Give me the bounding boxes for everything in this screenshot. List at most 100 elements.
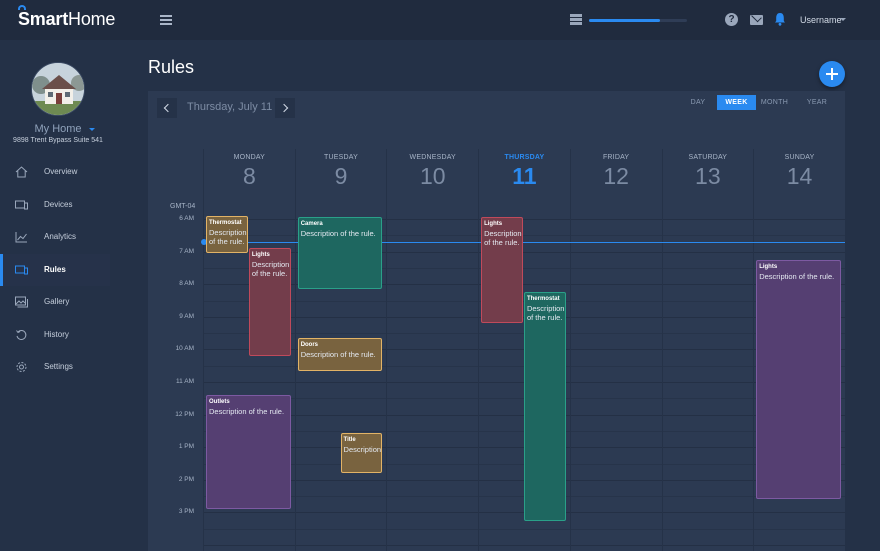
current-date: Thursday, July 11	[187, 101, 273, 113]
day-name: FRIDAY	[602, 154, 630, 161]
column-divider	[203, 201, 204, 551]
top-bar: SmartHome ? Username	[0, 0, 880, 40]
event-description: Description of the rule.	[251, 260, 290, 279]
rule-event-thermostat[interactable]: Thermostat Description of the rule.	[206, 215, 248, 254]
day-header-tuesday[interactable]: TUESDAY 9	[294, 149, 387, 201]
event-title: Outlets	[209, 399, 230, 406]
gallery-icon	[15, 296, 28, 308]
time-label: 7 AM	[179, 247, 194, 255]
timezone-label: GMT-04	[170, 203, 196, 210]
event-description: Description of the rule.	[209, 227, 247, 246]
day-number: 11	[512, 163, 537, 189]
progress-fill	[589, 19, 660, 22]
hamburger-menu-icon[interactable]	[160, 15, 172, 25]
devices-icon	[15, 200, 28, 209]
column-divider	[753, 201, 755, 551]
day-name: SUNDAY	[784, 154, 815, 161]
sidebar-item-label: Gallery	[44, 297, 70, 306]
tab-month[interactable]: MONTH	[760, 99, 789, 106]
time-label: 11 AM	[176, 378, 194, 385]
time-label: 12 PM	[175, 410, 194, 418]
home-icon	[15, 166, 28, 178]
sidebar-item-history[interactable]: History	[0, 319, 110, 352]
sidebar-item-analytics[interactable]: Analytics	[0, 221, 110, 254]
tab-week[interactable]: WEEK	[717, 95, 756, 110]
event-description: Description of the rule.	[484, 229, 522, 248]
next-button[interactable]	[275, 98, 295, 118]
grid-line	[203, 267, 845, 269]
day-header-monday[interactable]: MONDAY 8	[203, 149, 295, 201]
home-address: 9898 Trent Bypass Suite 541	[13, 137, 103, 144]
help-icon[interactable]: ?	[725, 13, 738, 26]
analytics-icon	[15, 232, 27, 243]
chevron-down-icon[interactable]	[89, 128, 95, 131]
day-name: TUESDAY	[324, 154, 358, 161]
day-name: THURSDAY	[504, 154, 545, 161]
grid-line	[203, 284, 845, 286]
grid-line	[203, 251, 845, 253]
event-description: Description of the rule.	[300, 229, 376, 239]
column-divider	[294, 201, 296, 551]
day-header-thursday[interactable]: THURSDAY 11	[478, 149, 570, 201]
mail-icon[interactable]	[750, 15, 763, 25]
gear-icon	[16, 362, 27, 372]
time-label: 1 PM	[178, 443, 194, 451]
time-label: 10 AM	[175, 345, 194, 353]
column-divider	[569, 201, 571, 551]
rule-event-camera[interactable]: Camera Description of the rule.	[297, 217, 383, 290]
avatar[interactable]	[31, 62, 85, 116]
week-grid: GMT-04 MONDAY 8 TUESDAY 9 WEDNESDAY 10 THURSDA…	[148, 149, 845, 551]
grid-line	[203, 545, 845, 546]
day-number: 14	[786, 163, 813, 189]
rule-event-doors[interactable]: Doors Description of the rule.	[297, 337, 383, 371]
time-label: 2 PM	[178, 475, 194, 483]
day-header-sunday[interactable]: SUNDAY 14	[753, 149, 845, 201]
sidebar-item-rules[interactable]: Rules	[0, 253, 110, 286]
calendar: Thursday, July 11 DAY WEEK MONTH YEAR GM…	[148, 91, 845, 551]
day-header-wednesday[interactable]: WEDNESDAY 10	[386, 149, 478, 201]
sidebar-item-gallery[interactable]: Gallery	[0, 286, 110, 319]
grid-line	[203, 528, 845, 530]
chevron-down-icon[interactable]	[840, 18, 846, 21]
rule-event-lights[interactable]: Lights Description of the rule.	[481, 217, 523, 324]
day-number: 10	[419, 163, 446, 189]
rule-event-thermostat[interactable]: Thermostat Description of the rule.	[523, 292, 566, 521]
bell-icon[interactable]	[774, 12, 786, 26]
column-divider	[386, 201, 388, 551]
day-number: 8	[242, 163, 256, 189]
day-name: SATURDAY	[688, 154, 728, 161]
event-title: Lights	[759, 263, 778, 270]
rule-event-title[interactable]: Title Description	[340, 432, 383, 474]
time-label: 9 AM	[179, 312, 194, 320]
time-label: 3 PM	[178, 508, 194, 516]
current-time-dot	[201, 238, 207, 245]
sidebar-item-settings[interactable]: Settings	[0, 351, 110, 384]
app-logo[interactable]: SmartHome	[18, 9, 115, 30]
time-label: 6 AM	[179, 215, 194, 222]
event-description: Description of the rule.	[209, 407, 285, 417]
stack-icon[interactable]	[570, 14, 582, 26]
event-description: Description of the rule.	[526, 304, 565, 323]
event-title: Lights	[251, 252, 270, 259]
day-header-friday[interactable]: FRIDAY 12	[569, 149, 662, 201]
event-description: Description of the rule.	[300, 349, 376, 359]
logo-prefix: Smart	[18, 9, 69, 29]
sidebar: My Home 9898 Trent Bypass Suite 541 Over…	[0, 40, 130, 551]
grid-line	[203, 219, 845, 220]
rule-event-outlets[interactable]: Outlets Description of the rule.	[206, 395, 291, 510]
wifi-icon	[18, 5, 26, 10]
add-rule-button[interactable]	[819, 61, 845, 87]
previous-button[interactable]	[157, 98, 177, 118]
sidebar-item-devices[interactable]: Devices	[0, 189, 110, 222]
home-name[interactable]: My Home	[34, 123, 82, 135]
rule-event-lights[interactable]: Lights Description of the rule.	[756, 259, 841, 500]
event-title: Title	[343, 436, 356, 443]
event-description: Description	[343, 444, 382, 454]
rule-event-lights[interactable]: Lights Description of the rule.	[248, 248, 291, 356]
tab-year[interactable]: YEAR	[806, 99, 828, 106]
progress-bar	[589, 19, 687, 22]
day-header-saturday[interactable]: SATURDAY 13	[661, 149, 754, 201]
tab-day[interactable]: DAY	[690, 99, 706, 106]
sidebar-item-overview[interactable]: Overview	[0, 156, 110, 189]
username[interactable]: Username	[800, 15, 842, 25]
